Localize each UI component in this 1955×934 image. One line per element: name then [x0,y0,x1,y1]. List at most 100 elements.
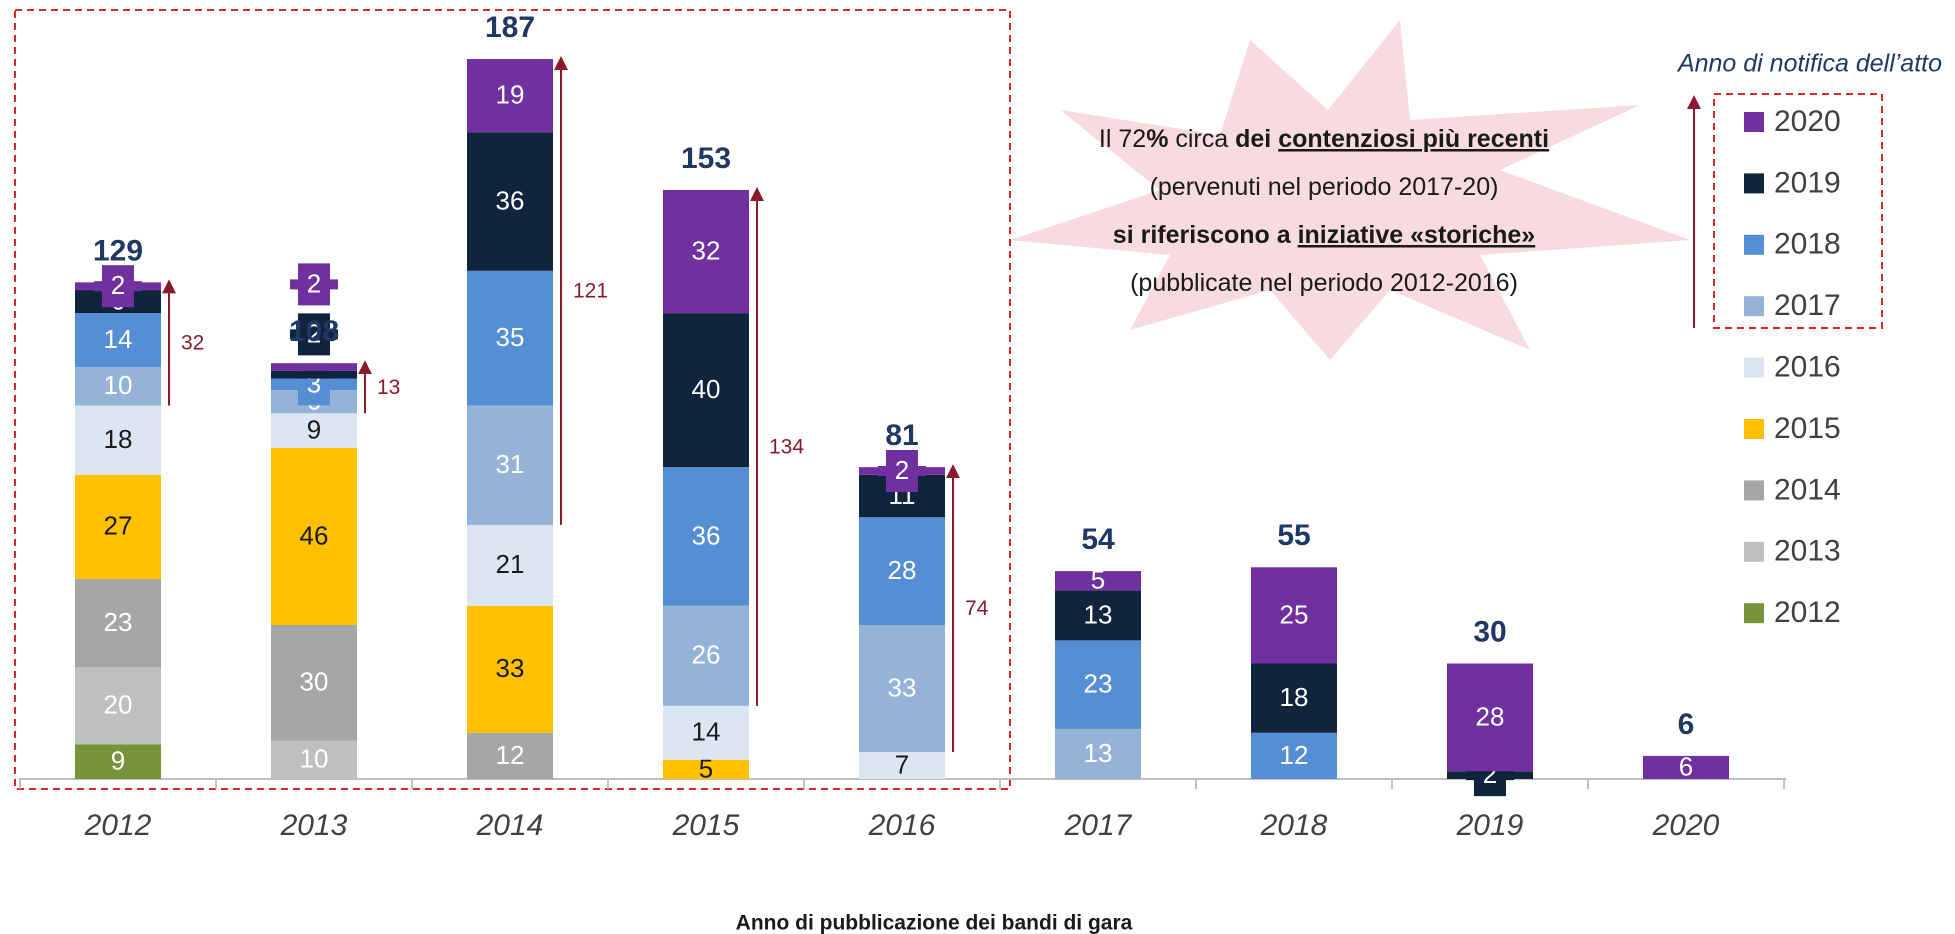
callout-segment: contenziosi più recenti [1278,125,1549,153]
bar-segment [859,517,945,625]
x-tick-label: 2013 [280,809,348,842]
x-tick-label: 2016 [868,809,936,842]
bar-segment [1251,732,1337,779]
bar-total-label: 81 [885,419,918,452]
bar-total-label: 153 [681,142,731,175]
callout-segment: dei [1235,125,1278,153]
bar-total-label: 6 [1678,708,1695,741]
bar-value-label: 33 [496,653,525,683]
bar-segment [1251,663,1337,733]
legend-swatch [1744,480,1764,501]
bar-value-label: 10 [300,744,329,774]
bar-segment [663,189,749,314]
bar-segment [859,752,945,779]
bar-value-label: 32 [692,235,721,265]
bar-segment [271,413,357,448]
bar-segment [271,447,357,625]
x-tick-label: 2018 [1260,809,1328,842]
callout-box [878,466,926,476]
bar-segment [75,313,161,368]
bar-segment [859,625,945,753]
callout-box [290,279,338,290]
bar-value-label: 5 [699,753,713,783]
bar-total-label: 55 [1277,519,1310,552]
bar-segment [663,313,749,468]
bar-value-label: 18 [104,424,133,454]
bar-segment [1055,640,1141,729]
callout-segment: iniziative «storiche» [1298,221,1536,249]
bar-value-label: 14 [104,324,133,354]
recent-total-label: 74 [965,597,989,620]
bar-value-label: 40 [692,374,721,404]
bar-segment [467,270,553,406]
bar-value-label: 2 [307,268,321,298]
bar-value-label: 2 [895,455,909,485]
bar-value-label: 28 [888,555,917,585]
starburst [1010,20,1690,360]
bar-value-label: 5 [1091,565,1105,595]
bar-value-label: 30 [300,667,329,697]
callout-segment: si riferiscono a [1113,221,1298,249]
bar-segment [467,732,553,779]
bar-value-label: 12 [1280,740,1309,770]
callout-segment: % [1146,125,1168,153]
legend-label: 2019 [1774,166,1841,199]
bar-total-label: 108 [289,315,339,348]
callout-box [290,329,338,340]
bar-value-label: 35 [496,322,525,352]
callout-line: Il 72% circa dei contenziosi più recenti [1099,125,1549,153]
bar-segment [663,605,749,706]
bar-value-label: 6 [1679,751,1693,781]
legend-title: Anno di notifica dell’atto [1676,50,1942,78]
bar-value-label: 28 [1476,701,1505,731]
legend-swatch [1744,173,1764,194]
bar-value-label: 36 [496,185,525,215]
bar-segment [75,667,161,745]
callout-segment: (pervenuti nel periodo 2017-20) [1150,173,1499,201]
bar-total-label: 30 [1473,615,1506,648]
bar-value-label: 21 [496,549,525,579]
bar-total-label: 54 [1081,523,1115,556]
bar-segment [75,367,161,406]
bar-value-label: 12 [496,740,525,770]
bar-total-label: 129 [93,234,143,267]
bar-segment [271,363,357,371]
legend-swatch [1744,603,1764,624]
legend-swatch [1744,419,1764,439]
legend-box [1713,93,1883,329]
bar-segment [467,132,553,271]
x-tick-label: 2019 [1456,809,1524,842]
bar-segment [663,759,749,779]
bar-segment [1447,663,1533,772]
x-tick-label: 2014 [476,809,544,842]
bar-segment [75,474,161,579]
bar-value-label: 36 [692,520,721,550]
callout-box [94,281,142,292]
legend-label: 2012 [1774,596,1841,629]
legend-swatch [1744,234,1764,255]
legend-label: 2016 [1774,351,1841,384]
callout-line: si riferiscono a iniziative «storiche» [1113,221,1535,249]
bar-segment [1055,728,1141,779]
bar-segment [75,744,161,779]
bar-segment [1251,567,1337,664]
recent-total-label: 134 [769,435,804,458]
bar-value-label: 2 [307,318,321,348]
x-tick-label: 2015 [672,809,740,842]
legend-label: 2013 [1774,535,1841,568]
bar-segment [1643,755,1729,779]
legend-swatch [1744,357,1764,378]
x-tick-label: 2012 [84,809,152,842]
bar-value-label: 23 [104,607,133,637]
bar-segment [271,370,357,379]
bar-segment [467,59,553,133]
callout-segment: (pubblicate nel periodo 2012-2016) [1130,269,1518,297]
bar-segment [663,705,749,760]
bar-value-label: 13 [1084,738,1113,768]
x-tick-label: 2017 [1064,809,1133,842]
bar-value-label: 9 [307,414,321,444]
bar-value-label: 18 [1280,682,1309,712]
legend-label: 2017 [1774,289,1841,322]
bar-segment [75,578,161,668]
